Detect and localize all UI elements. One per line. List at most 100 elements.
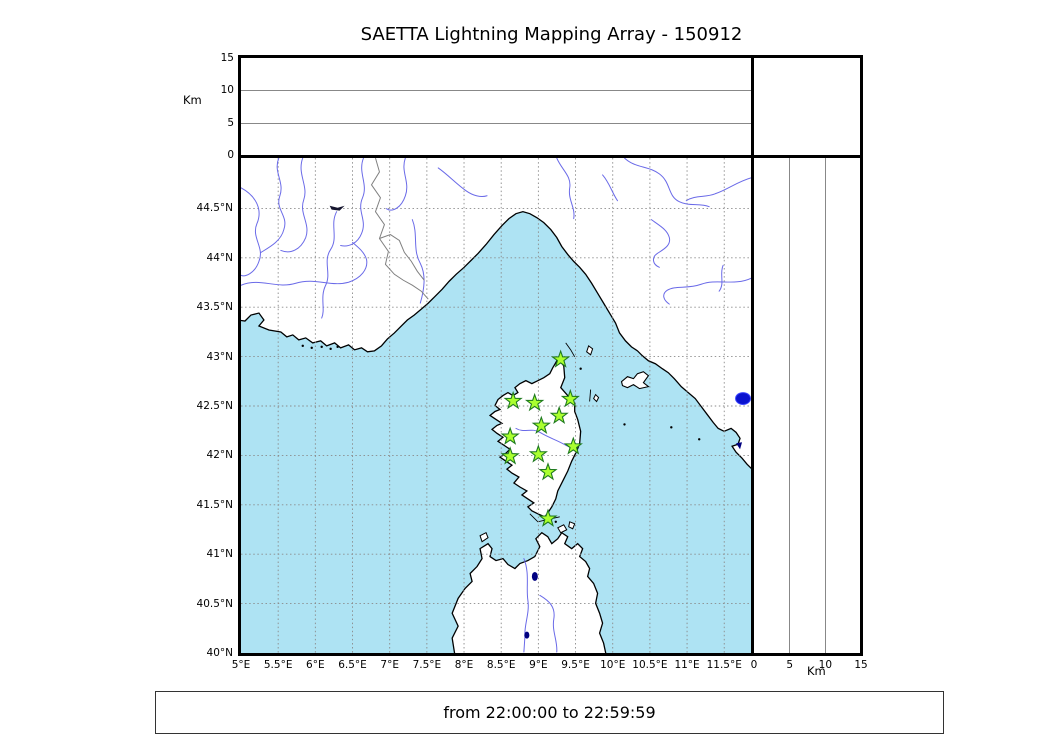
river: [260, 158, 286, 253]
coastline-segment: [565, 342, 576, 358]
islet: [329, 347, 332, 351]
lon-tick-label: 8.5°E: [486, 659, 516, 671]
lon-tick-label: 11.5°E: [706, 659, 742, 671]
country-border: [370, 158, 429, 300]
river: [685, 177, 751, 202]
islet: [698, 438, 701, 441]
lon-tick-label: 10.5°E: [632, 659, 668, 671]
lat-tick-label: 43.5°N: [196, 301, 233, 314]
river: [602, 174, 619, 202]
river: [663, 277, 751, 305]
station-star: [500, 426, 520, 445]
country-border: [379, 233, 425, 281]
lat-tick-label: 40°N: [206, 647, 233, 659]
islet: [593, 393, 600, 403]
time-window-box: from 22:00:00 to 22:59:59: [155, 691, 944, 734]
lat-tick-label: 41.5°N: [196, 498, 233, 511]
station-star: [500, 446, 520, 465]
altitude-axis-label: Km: [183, 93, 202, 107]
lon-tick-label: 10°E: [600, 659, 626, 671]
altitude-tick-label: 5: [227, 116, 234, 129]
islet: [479, 532, 489, 543]
altitude-tick-label: 10: [220, 84, 234, 97]
station-star: [538, 508, 558, 527]
river: [650, 219, 671, 268]
river: [623, 158, 710, 208]
islet: [670, 426, 673, 429]
altitude-grid-line: [241, 122, 751, 124]
lat-tick-label: 44°N: [206, 251, 233, 264]
river: [515, 427, 574, 449]
km-tick-label: 15: [854, 659, 868, 671]
altitude-tick-label: 0: [227, 149, 234, 161]
station-star: [538, 462, 558, 481]
station-star: [531, 415, 551, 434]
lon-tick-label: 5°E: [231, 659, 251, 671]
lake: [524, 631, 530, 639]
river: [411, 219, 425, 304]
altitude-grid-line: [824, 158, 826, 653]
station-star: [560, 388, 580, 408]
lon-tick-label: 8°E: [454, 659, 474, 671]
lake-bolsena-marker: [735, 392, 751, 406]
islet: [568, 521, 576, 530]
lon-tick-label: 7°E: [380, 659, 399, 671]
km-tick-label: 10: [818, 659, 833, 671]
sardinia-island: [451, 531, 607, 653]
map-panel: [238, 155, 754, 656]
elba-island: [620, 371, 650, 390]
islet: [336, 345, 339, 349]
lat-tick-label: 42°N: [206, 449, 233, 462]
figure-title: SAETTA Lightning Mapping Array - 150912: [360, 24, 743, 45]
river: [523, 558, 529, 653]
station-star: [549, 405, 569, 425]
islet: [586, 345, 594, 356]
lat-tick-label: 40.5°N: [196, 597, 233, 610]
lon-tick-label: 9.5°E: [561, 659, 590, 671]
lat-tick-label: 43°N: [206, 350, 233, 363]
lat-tick-label: 41°N: [206, 548, 233, 561]
islet: [554, 520, 557, 523]
islet: [320, 345, 323, 349]
lake: [329, 205, 345, 211]
station-star: [550, 349, 571, 368]
river: [437, 167, 488, 198]
islet: [623, 423, 626, 426]
coastline-segment: [589, 389, 592, 402]
altitude-vs-longitude-panel: [238, 55, 754, 158]
altitude-tick-label: 15: [220, 52, 234, 64]
river: [321, 211, 338, 319]
altitude-grid-line: [789, 158, 791, 653]
river: [718, 264, 724, 292]
islet: [301, 344, 304, 348]
river: [539, 594, 558, 653]
lon-tick-label: 9°E: [529, 659, 548, 671]
lake: [736, 442, 743, 450]
altitude-vs-latitude-panel: [751, 155, 863, 656]
islet: [557, 524, 568, 534]
lon-tick-label: 5.5°E: [263, 659, 293, 671]
time-window-text: from 22:00:00 to 22:59:59: [443, 703, 656, 722]
lake: [531, 571, 538, 581]
river: [340, 158, 365, 247]
lon-tick-label: 11°E: [674, 659, 700, 671]
station-star: [563, 436, 583, 455]
mainland-coast: [241, 158, 751, 470]
station-star: [503, 390, 523, 410]
map-canvas: [241, 158, 751, 653]
river: [385, 158, 408, 211]
altitude-grid-line: [241, 90, 751, 92]
islet: [579, 367, 582, 370]
km-tick-label: 5: [786, 659, 793, 671]
lon-tick-label: 6°E: [306, 659, 325, 671]
river: [280, 158, 308, 253]
lon-tick-label: 7.5°E: [412, 659, 442, 671]
lat-tick-label: 42.5°N: [196, 399, 233, 412]
lon-tick-label: 6.5°E: [338, 659, 367, 671]
station-star: [528, 444, 548, 463]
station-star: [524, 392, 545, 412]
river: [241, 241, 368, 286]
corner-panel: [751, 55, 863, 158]
river: [241, 187, 261, 277]
